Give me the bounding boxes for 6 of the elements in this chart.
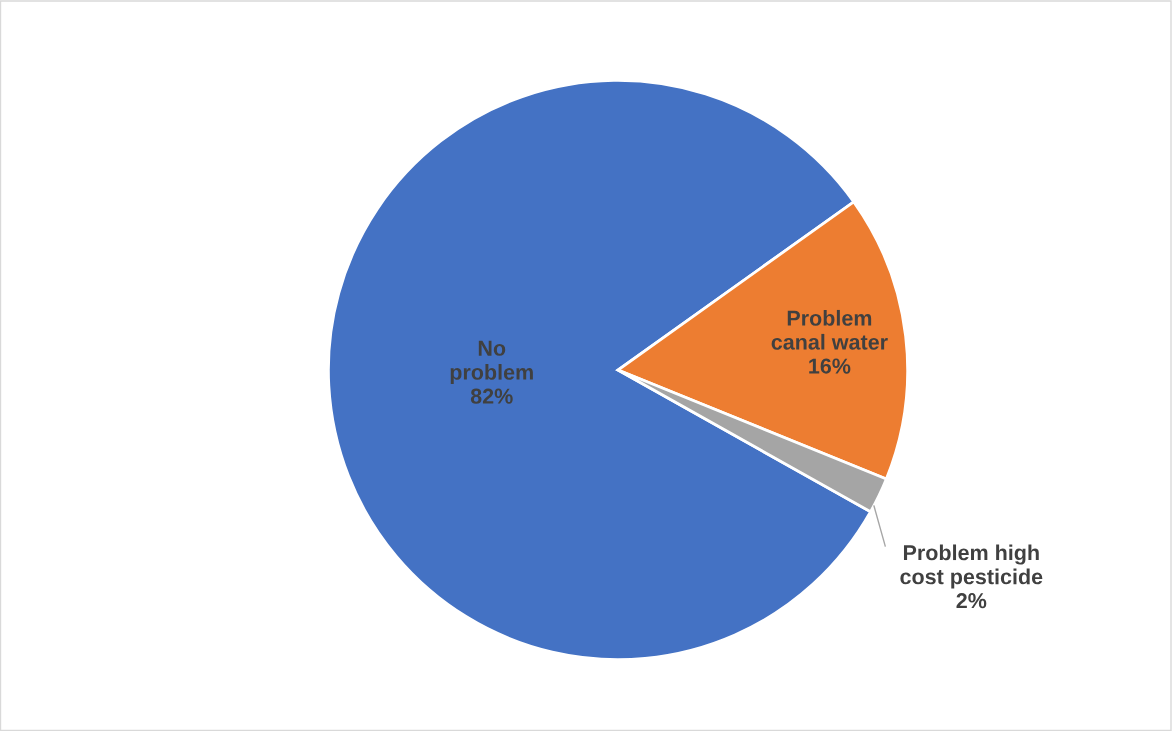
data-label: 82% [470, 388, 513, 404]
slice-label: Problem canal water [771, 309, 888, 350]
slice-label: No problem [450, 340, 533, 385]
slice-label: Problem high cost pesticide [900, 544, 1043, 589]
data-label: 16% [809, 358, 851, 374]
data-label: 2% [956, 593, 987, 609]
